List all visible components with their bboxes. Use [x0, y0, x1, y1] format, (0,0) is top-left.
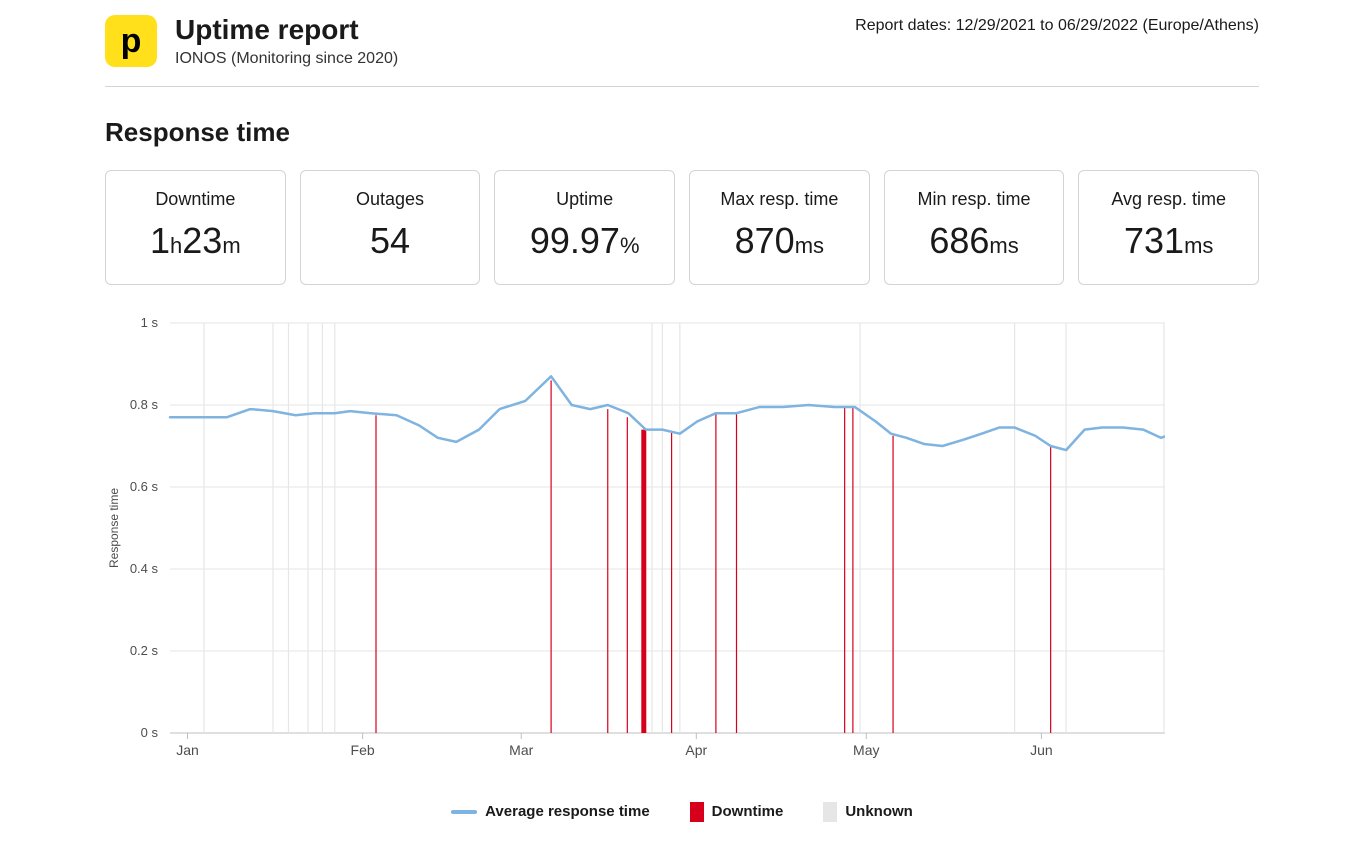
- stat-value: 1h23m: [116, 220, 275, 262]
- stat-card: Min resp. time 686ms: [884, 170, 1065, 285]
- svg-text:0.8 s: 0.8 s: [130, 397, 159, 412]
- svg-text:Response time: Response time: [107, 487, 121, 567]
- legend-item: Unknown: [823, 802, 913, 822]
- stat-label: Avg resp. time: [1089, 189, 1248, 210]
- svg-text:Jan: Jan: [176, 742, 199, 758]
- stat-card: Downtime 1h23m: [105, 170, 286, 285]
- svg-text:0.4 s: 0.4 s: [130, 561, 159, 576]
- svg-text:0.6 s: 0.6 s: [130, 479, 159, 494]
- svg-text:Jun: Jun: [1030, 742, 1053, 758]
- stat-value: 99.97%: [505, 220, 664, 262]
- legend-item: Average response time: [451, 802, 650, 822]
- title-block: Uptime report IONOS (Monitoring since 20…: [175, 15, 398, 68]
- stat-value: 731ms: [1089, 220, 1248, 262]
- legend-swatch: [823, 802, 837, 822]
- stat-card: Max resp. time 870ms: [689, 170, 870, 285]
- response-time-chart: 0 s 0.2 s 0.4 s 0.6 s 0.8 s 1 s Response time J…: [105, 313, 1259, 788]
- chart-legend: Average response time Downtime Unknown: [105, 802, 1259, 822]
- legend-item: Downtime: [690, 802, 784, 822]
- report-dates: Report dates: 12/29/2021 to 06/29/2022 (…: [855, 15, 1259, 35]
- svg-text:0.2 s: 0.2 s: [130, 643, 159, 658]
- stat-card: Avg resp. time 731ms: [1078, 170, 1259, 285]
- stats-row: Downtime 1h23m Outages 54 Uptime 99.97% Max re…: [105, 170, 1259, 285]
- page-title: Uptime report: [175, 15, 398, 46]
- stat-label: Max resp. time: [700, 189, 859, 210]
- stat-card: Outages 54: [300, 170, 481, 285]
- svg-text:Feb: Feb: [351, 742, 375, 758]
- stat-value: 686ms: [895, 220, 1054, 262]
- report-header: p Uptime report IONOS (Monitoring since …: [105, 15, 1259, 87]
- stat-card: Uptime 99.97%: [494, 170, 675, 285]
- svg-text:1 s: 1 s: [141, 315, 159, 330]
- brand-logo: p: [105, 15, 157, 67]
- legend-swatch: [690, 802, 704, 822]
- legend-label: Unknown: [845, 803, 913, 820]
- chart-svg: 0 s 0.2 s 0.4 s 0.6 s 0.8 s 1 s Response time J…: [105, 313, 1165, 783]
- legend-swatch: [451, 810, 477, 814]
- svg-text:Mar: Mar: [509, 742, 533, 758]
- stat-value: 54: [311, 220, 470, 262]
- svg-text:Apr: Apr: [685, 742, 707, 758]
- stat-label: Uptime: [505, 189, 664, 210]
- header-left: p Uptime report IONOS (Monitoring since …: [105, 15, 398, 68]
- section-title: Response time: [105, 117, 1259, 148]
- legend-label: Average response time: [485, 803, 650, 820]
- stat-label: Downtime: [116, 189, 275, 210]
- page-subtitle: IONOS (Monitoring since 2020): [175, 50, 398, 68]
- stat-value: 870ms: [700, 220, 859, 262]
- stat-label: Min resp. time: [895, 189, 1054, 210]
- svg-text:0 s: 0 s: [141, 725, 159, 740]
- legend-label: Downtime: [712, 803, 784, 820]
- stat-label: Outages: [311, 189, 470, 210]
- svg-text:May: May: [853, 742, 879, 758]
